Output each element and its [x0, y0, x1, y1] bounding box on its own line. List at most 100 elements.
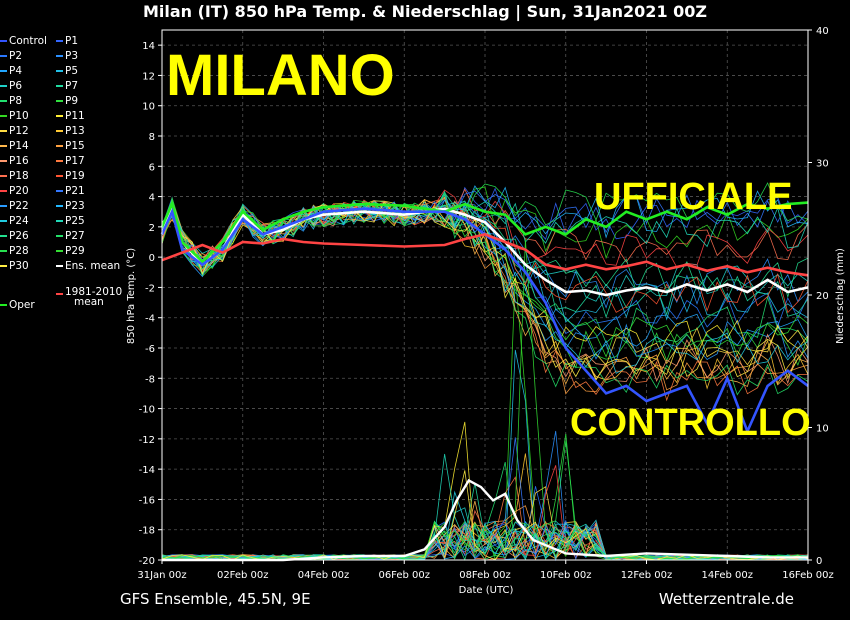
x-tick-label: 12Feb 00z: [621, 570, 673, 581]
legend-swatch: [0, 265, 7, 267]
legend-item: P2: [0, 49, 22, 63]
legend-item: P24: [0, 214, 29, 228]
legend-item: P8: [0, 94, 22, 108]
y-tick-label: 8: [149, 132, 155, 143]
legend-label: Ens. mean: [65, 260, 121, 272]
legend-item: Ens. mean: [56, 259, 120, 273]
y-tick-label: -4: [145, 314, 155, 325]
legend-swatch: [56, 160, 63, 162]
y2-tick-label: 40: [816, 26, 829, 37]
y-tick-label: 0: [149, 253, 155, 264]
legend: Control P1 P2 P3 P4 P5 P6 P7 P8 P9 P10 P11 P12 P13 P14…: [0, 34, 130, 324]
legend-item: P7: [56, 79, 78, 93]
legend-label: Oper: [9, 299, 35, 311]
legend-swatch: [56, 220, 63, 222]
legend-swatch: [56, 205, 63, 207]
x-tick-label: 08Feb 00z: [459, 570, 511, 581]
overlay-official-label: UFFICIALE: [594, 176, 793, 218]
legend-item: P11: [56, 109, 85, 123]
footer-model-info: GFS Ensemble, 45.5N, 9E: [120, 590, 311, 608]
y-tick-label: -8: [145, 374, 155, 385]
legend-label: P6: [9, 80, 23, 92]
legend-label: P20: [9, 185, 29, 197]
x-axis-label: Date (UTC): [459, 585, 514, 596]
legend-item: P9: [56, 94, 78, 108]
legend-label: P25: [65, 215, 85, 227]
legend-item: P6: [0, 79, 22, 93]
y-axis-label: 850 hPa Temp. (°C): [126, 248, 137, 344]
legend-item: Control: [0, 34, 47, 48]
series-line-oper: [160, 200, 809, 264]
legend-item: P4: [0, 64, 22, 78]
legend-item: P22: [0, 199, 29, 213]
legend-label: 1981-2010 mean: [65, 286, 123, 308]
y2-axis-label: Niederschlag (mm): [835, 248, 846, 344]
ensemble-member-precip: [161, 470, 809, 561]
legend-swatch: [56, 115, 63, 117]
footer-source: Wetterzentrale.de: [658, 590, 794, 608]
legend-label: P23: [65, 200, 85, 212]
legend-item: P12: [0, 124, 29, 138]
y2-tick-label: 0: [816, 556, 822, 567]
legend-swatch: [56, 130, 63, 132]
y-tick-label: -12: [139, 435, 155, 446]
legend-label: P14: [9, 140, 29, 152]
y-tick-label: 4: [149, 193, 155, 204]
legend-label: P3: [65, 50, 79, 62]
chart-title: Milan (IT) 850 hPa Temp. & Niederschlag …: [142, 2, 708, 21]
legend-label: P12: [9, 125, 29, 137]
legend-swatch: [56, 85, 63, 87]
legend-label: P5: [65, 65, 79, 77]
ensemble-member-temp: [161, 201, 809, 274]
legend-label: P24: [9, 215, 29, 227]
legend-swatch: [0, 304, 7, 306]
legend-swatch: [56, 145, 63, 147]
legend-label: P26: [9, 230, 29, 242]
ensemble-member-temp: [161, 201, 809, 381]
legend-swatch: [0, 205, 7, 207]
legend-item: P23: [56, 199, 85, 213]
y-tick-label: -6: [145, 344, 155, 355]
legend-swatch: [0, 145, 7, 147]
legend-item: P3: [56, 49, 78, 63]
x-tick-label: 10Feb 00z: [540, 570, 592, 581]
legend-label: P29: [65, 245, 85, 257]
legend-item: P14: [0, 139, 29, 153]
y-tick-label: -18: [139, 526, 155, 537]
legend-label: P21: [65, 185, 85, 197]
y-tick-label: 12: [142, 71, 155, 82]
legend-label: P19: [65, 170, 85, 182]
legend-label: P27: [65, 230, 85, 242]
overlay-city-label: MILANO: [166, 43, 395, 108]
legend-label: P10: [9, 110, 29, 122]
chart-axes: 14121086420-2-4-6-8-10-12-14-16-18-20403…: [137, 26, 833, 581]
series-line-control: [160, 207, 809, 435]
legend-swatch: [0, 175, 7, 177]
legend-item: P30: [0, 259, 29, 273]
legend-label: P9: [65, 95, 79, 107]
legend-swatch: [0, 160, 7, 162]
chart-grid: [161, 30, 809, 561]
legend-swatch: [0, 70, 7, 72]
chart-series: [160, 200, 809, 562]
ensemble-member-temp: [161, 200, 809, 366]
overlay-control-label: CONTROLLO: [570, 402, 811, 444]
y-tick-label: -2: [145, 283, 155, 294]
legend-item: P19: [56, 169, 85, 183]
legend-label: P18: [9, 170, 29, 182]
y2-tick-label: 20: [816, 291, 829, 302]
legend-label: P4: [9, 65, 23, 77]
y-tick-label: 2: [149, 223, 155, 234]
legend-item: 1981-2010 mean: [56, 287, 122, 307]
legend-swatch: [56, 55, 63, 57]
legend-item: P13: [56, 124, 85, 138]
legend-item: P21: [56, 184, 85, 198]
x-tick-label: 06Feb 00z: [378, 570, 430, 581]
legend-item: P1: [56, 34, 78, 48]
y2-tick-label: 10: [816, 424, 829, 435]
y-tick-label: 10: [142, 102, 155, 113]
legend-item: P28: [0, 244, 29, 258]
legend-label: P22: [9, 200, 29, 212]
legend-swatch: [0, 235, 7, 237]
